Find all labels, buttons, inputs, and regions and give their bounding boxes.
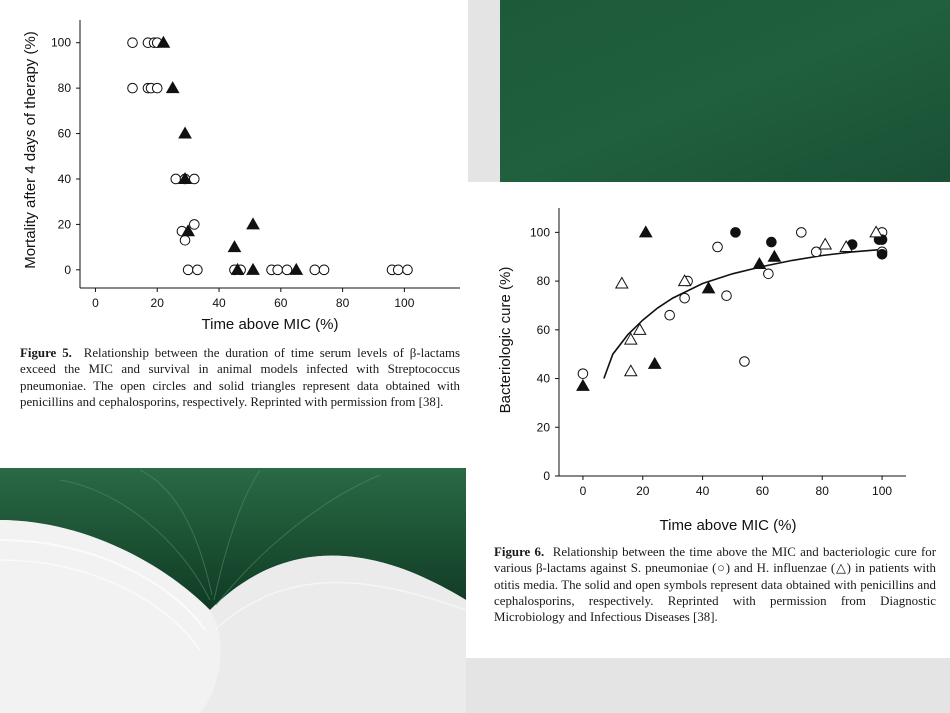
data-point-solid-triangle (181, 224, 195, 237)
data-point-solid-triangle (752, 257, 767, 270)
data-point-open-circle (272, 264, 284, 276)
data-point-open-circle (318, 264, 330, 276)
data-point-solid-triangle (227, 240, 242, 253)
data-point-solid-triangle (289, 262, 304, 275)
y-tick-label: 40 (537, 372, 551, 386)
x-tick-label: 60 (756, 484, 770, 498)
data-point-open-circle (127, 37, 138, 49)
figure6-caption-label: Figure 6. (494, 545, 545, 559)
data-point-open-circle (182, 264, 194, 276)
data-point-open-circle (392, 264, 404, 276)
data-point-solid-triangle (638, 225, 653, 238)
x-tick-label: 40 (212, 296, 226, 310)
figure6-x-axis-label: Time above MIC (%) (660, 517, 797, 534)
data-point-open-circle (679, 292, 690, 304)
figure6-y-axis-label: Bacteriologic cure (%) (497, 267, 514, 414)
y-tick-label: 80 (58, 81, 72, 95)
data-point-open-circle (189, 173, 200, 185)
data-point-solid-triangle (246, 217, 260, 230)
figure5-chart: 0 20 40 60 80 100 0 20 40 60 80 100 Time above MIC … (22, 20, 460, 333)
data-point-open-triangle (677, 274, 692, 287)
y-tick-label: 20 (537, 420, 551, 434)
figure6-ticks: 0 20 40 60 80 100 0 20 40 60 80 100 (530, 225, 892, 498)
x-tick-label: 20 (636, 484, 650, 498)
x-tick-label: 100 (872, 484, 892, 498)
data-point-open-circle (763, 268, 774, 280)
data-point-solid-circle (730, 227, 741, 238)
data-point-open-circle (151, 82, 163, 94)
figure5-axes (79, 20, 460, 289)
data-point-solid-triangle (178, 126, 192, 139)
figure6-fit-curve (603, 248, 883, 379)
figure6-panel: 0 20 40 60 80 100 0 20 40 60 80 100 Time above MIC … (466, 182, 950, 658)
x-tick-label: 60 (274, 296, 288, 310)
data-point-solid-circle (876, 248, 888, 260)
data-point-open-circle (664, 309, 675, 321)
data-point-open-circle (739, 356, 750, 367)
figure6-caption-text: Relationship between the time above the … (494, 545, 936, 625)
figure6-chart: 0 20 40 60 80 100 0 20 40 60 80 100 Time above MIC … (497, 208, 906, 534)
y-tick-label: 60 (537, 323, 551, 337)
figure6-axes (558, 208, 906, 477)
figure5-y-axis-label: Mortality after 4 days of therapy (%) (22, 31, 39, 269)
book-pages-decoration (0, 468, 467, 713)
data-point-open-triangle (632, 322, 647, 335)
x-tick-label: 100 (394, 296, 414, 310)
data-point-solid-triangle (701, 281, 716, 294)
data-point-open-circle (127, 82, 138, 94)
y-tick-label: 60 (58, 127, 72, 141)
data-point-solid-triangle (647, 356, 662, 369)
x-tick-label: 80 (816, 484, 830, 498)
data-point-open-circle (192, 264, 203, 276)
data-point-open-triangle (623, 332, 638, 345)
figure5-panel: 0 20 40 60 80 100 0 20 40 60 80 100 Time above MIC … (0, 0, 468, 468)
data-point-open-triangle (869, 225, 883, 238)
data-point-solid-triangle (165, 81, 180, 94)
y-tick-label: 40 (58, 172, 72, 186)
data-point-solid-circle (766, 236, 777, 248)
x-tick-label: 0 (580, 484, 587, 498)
x-tick-label: 0 (92, 296, 99, 310)
data-point-open-triangle (818, 237, 833, 250)
figure5-caption-label: Figure 5. (20, 346, 72, 360)
y-tick-label: 20 (58, 217, 72, 231)
data-point-open-triangle (623, 364, 638, 377)
figure5-points (127, 35, 413, 276)
y-tick-label: 80 (537, 274, 551, 288)
data-point-open-circle (309, 264, 321, 276)
data-point-solid-triangle (230, 262, 245, 275)
figure6-points (576, 225, 888, 391)
figure5-x-axis-label: Time above MIC (%) (202, 316, 339, 333)
figure5-ticks: 0 20 40 60 80 100 0 20 40 60 80 100 (51, 36, 415, 310)
data-point-open-circle (577, 368, 589, 379)
data-point-open-circle (402, 264, 413, 276)
data-point-open-circle (179, 235, 191, 246)
top-right-green-block (500, 0, 950, 182)
data-point-open-triangle (614, 276, 629, 289)
data-point-open-circle (189, 219, 200, 230)
data-point-solid-triangle (576, 378, 590, 391)
data-point-solid-triangle (156, 35, 171, 48)
data-point-open-circle (281, 264, 293, 276)
data-point-solid-triangle (767, 249, 782, 262)
data-point-open-circle (796, 227, 807, 238)
y-tick-label: 100 (530, 225, 550, 239)
data-point-open-circle (721, 290, 732, 302)
figure6-caption: Figure 6. Relationship between the time … (494, 544, 936, 625)
x-tick-label: 40 (696, 484, 710, 498)
x-tick-label: 20 (151, 296, 165, 310)
figure5-caption-text: Relationship between the duration of tim… (20, 346, 460, 409)
y-tick-label: 0 (64, 263, 71, 277)
x-tick-label: 80 (336, 296, 350, 310)
y-tick-label: 0 (543, 469, 550, 483)
data-point-solid-triangle (178, 171, 192, 184)
y-tick-label: 100 (51, 36, 71, 50)
figure5-caption: Figure 5. Relationship between the durat… (20, 345, 460, 410)
data-point-solid-triangle (246, 262, 260, 275)
data-point-open-circle (712, 241, 723, 253)
data-point-open-triangle (839, 239, 854, 252)
